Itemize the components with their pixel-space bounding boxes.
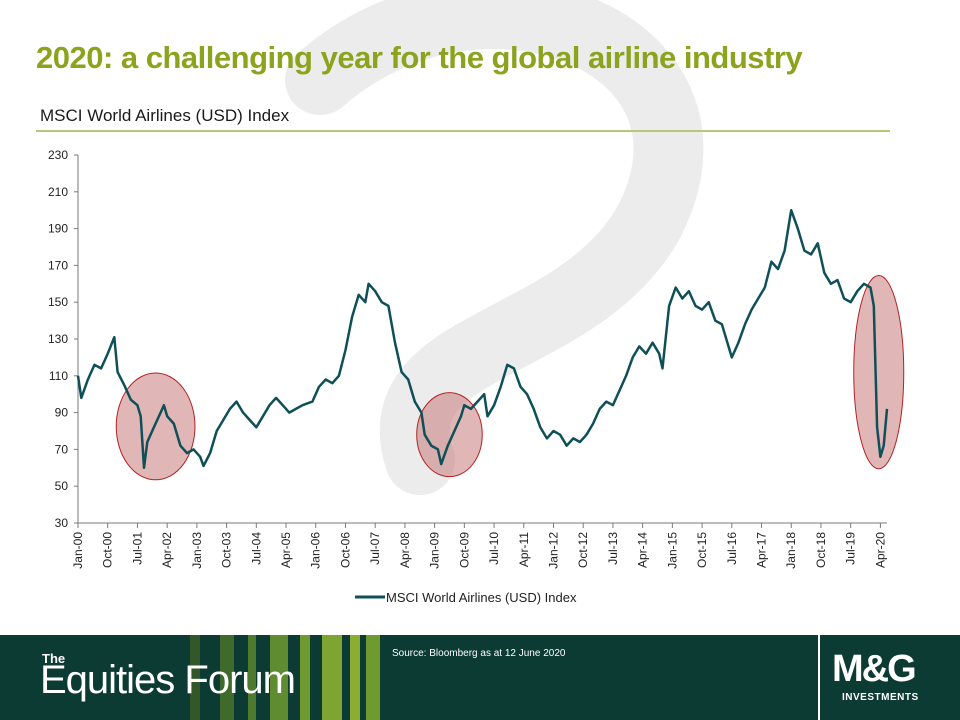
highlight-circle — [416, 392, 483, 478]
source-note: Source: Bloomberg as at 12 June 2020 — [392, 648, 566, 659]
y-tick-label: 230 — [48, 148, 68, 162]
x-tick-label: Apr-17 — [755, 532, 769, 568]
x-tick-label: Oct-03 — [220, 532, 234, 568]
y-tick-label: 30 — [55, 516, 69, 530]
x-tick-label: Jan-15 — [665, 532, 679, 569]
x-tick-label: Jul-01 — [130, 532, 144, 565]
x-tick-label: Apr-20 — [873, 532, 887, 568]
y-tick-label: 130 — [48, 332, 68, 346]
footer-divider — [818, 635, 820, 720]
x-tick-label: Oct-12 — [576, 532, 590, 568]
line-chart: 30 50 70 90 110 130 150 170 190 210 230 Jan-00 Oct-… — [48, 148, 905, 605]
x-tick-label: Oct-15 — [695, 532, 709, 568]
x-tick-label: Apr-11 — [517, 532, 531, 567]
y-tick-label: 190 — [48, 222, 68, 236]
chart-subtitle: MSCI World Airlines (USD) Index — [40, 106, 290, 125]
footer-bar — [0, 635, 960, 720]
x-tick-label: Apr-02 — [160, 532, 174, 568]
x-axis: Jan-00 Oct-00 Jul-01 Apr-02 Jan-03 Oct-03 Jul-… — [71, 522, 887, 569]
x-tick-label: Jul-10 — [487, 532, 501, 565]
y-tick-label: 50 — [55, 479, 69, 493]
x-tick-label: Jan-18 — [784, 532, 798, 569]
highlight-circles — [115, 274, 905, 481]
x-tick-label: Jan-09 — [428, 532, 442, 569]
chart-legend: MSCI World Airlines (USD) Index — [355, 590, 577, 605]
x-tick-label: Apr-14 — [636, 532, 650, 568]
x-tick-label: Jul-19 — [844, 532, 858, 565]
subtitle-rule — [36, 130, 890, 132]
series-line — [76, 208, 889, 470]
x-tick-label: Jul-16 — [725, 532, 739, 565]
x-tick-label: Oct-00 — [101, 532, 115, 568]
x-tick-label: Jan-12 — [546, 532, 560, 569]
x-tick-label: Oct-06 — [338, 532, 352, 568]
y-tick-label: 90 — [55, 406, 69, 420]
x-tick-label: Jul-04 — [249, 532, 263, 565]
mg-logo: M&G INVESTMENTS — [832, 648, 950, 710]
y-axis: 30 50 70 90 110 130 150 170 190 210 230 — [48, 148, 79, 530]
brand-prefix: The — [42, 651, 66, 666]
series-group — [76, 208, 889, 470]
x-tick-label: Oct-18 — [814, 532, 828, 568]
logo-main-text: M&G — [832, 648, 917, 690]
x-tick-label: Jul-13 — [606, 532, 620, 565]
y-tick-label: 110 — [49, 369, 68, 383]
x-tick-label: Apr-08 — [398, 532, 412, 568]
y-tick-label: 210 — [48, 185, 68, 199]
legend-label: MSCI World Airlines (USD) Index — [386, 590, 577, 605]
logo-sub-text: INVESTMENTS — [842, 692, 919, 703]
slide-title: 2020: a challenging year for the global … — [36, 40, 803, 75]
x-tick-label: Oct-09 — [457, 532, 471, 568]
x-tick-label: Apr-05 — [279, 532, 293, 568]
x-tick-label: Jul-07 — [368, 532, 382, 565]
highlight-circle — [853, 274, 905, 470]
x-tick-label: Jan-06 — [309, 532, 323, 569]
footer-stripes — [190, 635, 380, 720]
x-tick-label: Jan-03 — [190, 532, 204, 569]
y-tick-label: 150 — [48, 295, 68, 309]
x-tick-label: Jan-00 — [71, 532, 85, 569]
brand-name: Equities Forum — [40, 658, 296, 702]
y-tick-label: 170 — [48, 258, 68, 272]
y-tick-label: 70 — [55, 442, 69, 456]
